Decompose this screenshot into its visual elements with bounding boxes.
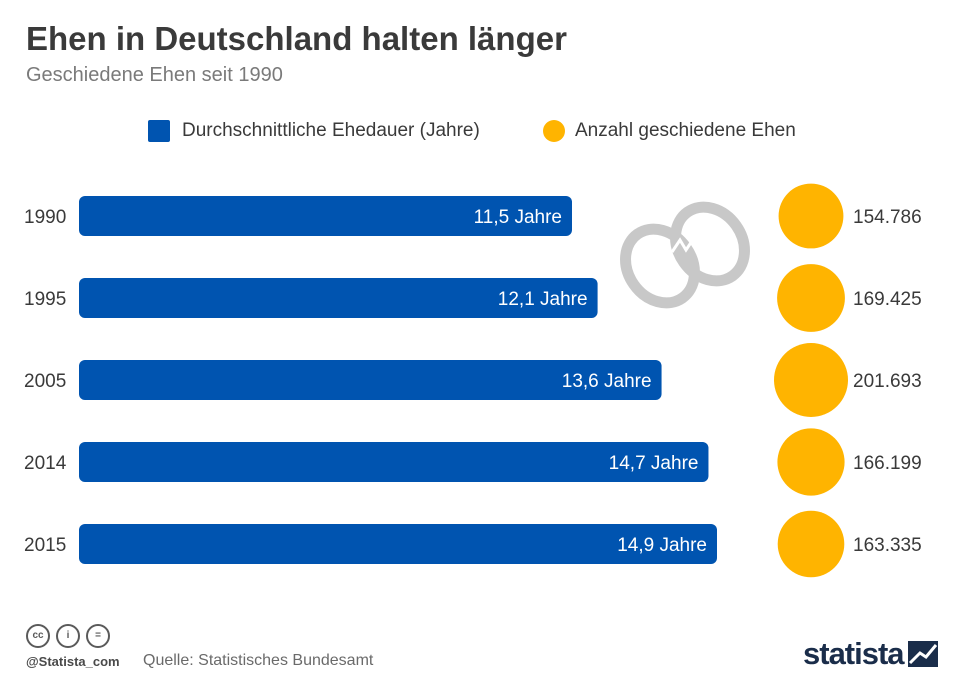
duration-bar-label: 14,7 Jahre [609,453,699,474]
legend-label-duration: Durchschnittliche Ehedauer (Jahre) [182,120,480,141]
by-icon: i [56,624,80,648]
year-label: 2015 [24,535,66,556]
ring-crack [670,237,696,253]
divorce-count-bubble [778,183,844,249]
year-label: 2005 [24,371,66,392]
divorce-count-label: 201.693 [853,371,922,392]
statista-wordmark: statista [803,636,905,671]
broken-rings-icon [620,201,750,309]
legend: Durchschnittliche Ehedauer (Jahre) Anzah… [0,116,960,146]
duration-bar-label: 14,9 Jahre [617,535,707,556]
duration-bar [79,196,572,236]
divorce-count-bubble [777,510,845,578]
duration-bar [79,524,717,564]
divorce-count-bubble [774,343,848,417]
divorce-count-label: 163.335 [853,535,922,556]
legend-square-swatch [148,120,170,142]
year-label: 1995 [24,289,66,310]
divorce-count-label: 154.786 [853,207,922,228]
license-icons: cc i = [26,624,110,648]
duration-bar-label: 12,1 Jahre [498,289,588,310]
divorce-count-label: 166.199 [853,453,922,474]
divorce-count-bubble [777,264,845,332]
statista-mark-icon [907,641,938,667]
duration-bar [79,278,598,318]
legend-item-count: Anzahl geschiedene Ehen [543,116,796,146]
duration-bar [79,442,709,482]
legend-label-count: Anzahl geschiedene Ehen [575,120,796,141]
statista-handle: @Statista_com [26,654,120,669]
statista-logo[interactable]: statista [803,636,938,672]
chart-title: Ehen in Deutschland halten länger [26,20,567,57]
divorce-count-bubble [777,428,845,496]
source-note: Quelle: Statistisches Bundesamt [143,652,374,669]
year-label: 2014 [24,453,67,474]
cc-icon: cc [26,624,50,648]
duration-bar [79,360,662,400]
chart-subtitle: Geschiedene Ehen seit 1990 [26,64,283,86]
legend-circle-swatch [543,120,565,142]
legend-item-duration: Durchschnittliche Ehedauer (Jahre) [148,116,480,146]
ring-right [670,201,750,287]
nd-icon: = [86,624,110,648]
duration-bar-label: 13,6 Jahre [562,371,652,392]
divorce-count-label: 169.425 [853,289,922,310]
year-label: 1990 [24,207,66,228]
duration-bar-label: 11,5 Jahre [474,207,562,228]
